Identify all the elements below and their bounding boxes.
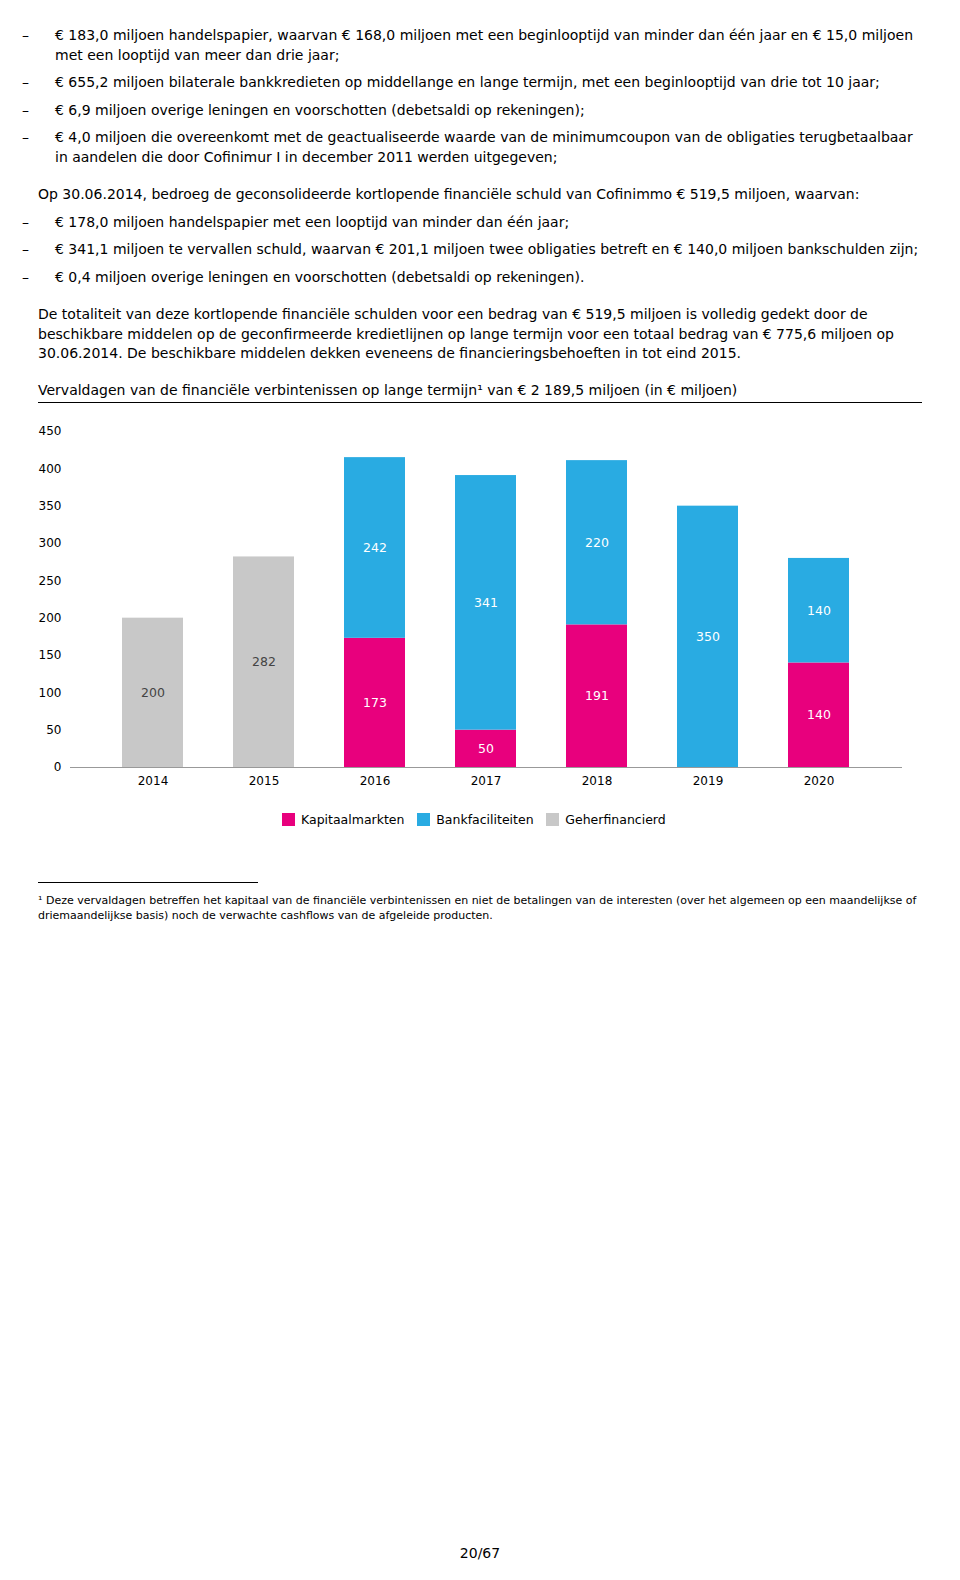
svg-text:140: 140 bbox=[807, 602, 831, 617]
svg-text:2017: 2017 bbox=[471, 774, 502, 788]
svg-text:2018: 2018 bbox=[582, 774, 613, 788]
html-text:€ 6,9 miljoen overige leningen: € 6,9 miljoen overige leningen en voorsc… bbox=[55, 101, 585, 118]
svg-text:2020: 2020 bbox=[804, 774, 835, 788]
svg-text:191: 191 bbox=[585, 688, 609, 703]
svg-text:173: 173 bbox=[363, 694, 387, 709]
svg-text:450: 450 bbox=[39, 424, 62, 438]
html-text:20/67: 20/67 bbox=[459, 1545, 501, 1561]
svg-text:250: 250 bbox=[39, 573, 62, 587]
svg-text:220: 220 bbox=[585, 534, 609, 549]
svg-text:282: 282 bbox=[252, 654, 276, 669]
svg-text:50: 50 bbox=[478, 740, 494, 755]
svg-text:200: 200 bbox=[141, 684, 165, 699]
html-text:€ 341,1 miljoen te vervallen s: € 341,1 miljoen te vervallen schuld, waa… bbox=[55, 241, 919, 257]
html-text:€ 178,0 miljoen handelspapier: € 178,0 miljoen handelspapier met een lo… bbox=[55, 213, 570, 230]
svg-text:140: 140 bbox=[807, 707, 831, 722]
svg-text:0: 0 bbox=[54, 760, 62, 774]
svg-text:300: 300 bbox=[39, 536, 62, 550]
svg-text:400: 400 bbox=[39, 461, 62, 475]
svg-text:2014: 2014 bbox=[138, 774, 169, 788]
html-text:€ 655,2 miljoen bilaterale ban: € 655,2 miljoen bilaterale bankkredieten… bbox=[55, 74, 880, 90]
html-text:€ 183,0 miljoen handelspapier,: € 183,0 miljoen handelspapier, waarvan €… bbox=[55, 27, 913, 63]
html-text:Kapitaalmarkten: Kapitaalmarkten bbox=[301, 811, 405, 827]
svg-text:350: 350 bbox=[39, 499, 62, 513]
svg-text:150: 150 bbox=[39, 648, 62, 662]
html-text:€ 0,4 miljoen overige leningen: € 0,4 miljoen overige leningen en voorsc… bbox=[55, 268, 585, 285]
html-text:Geherfinancierd: Geherfinancierd bbox=[565, 811, 666, 827]
svg-text:341: 341 bbox=[474, 594, 498, 609]
svg-text:2016: 2016 bbox=[360, 774, 391, 788]
svg-text:350: 350 bbox=[696, 628, 720, 643]
html-text:Bankfaciliteiten: Bankfaciliteiten bbox=[436, 811, 534, 827]
svg-text:2015: 2015 bbox=[249, 774, 280, 788]
svg-text:200: 200 bbox=[39, 611, 62, 625]
html-text:Vervaldagen van de financiële: Vervaldagen van de financiële verbinteni… bbox=[38, 381, 738, 398]
html-text:Op 30.06.2014, bedroeg de geco: Op 30.06.2014, bedroeg de geconsolideerd… bbox=[38, 186, 860, 202]
svg-text:2019: 2019 bbox=[693, 774, 724, 788]
svg-text:242: 242 bbox=[363, 539, 387, 554]
html-text:¹ Deze vervaldagen betreffen h: ¹ Deze vervaldagen betreffen het kapitaa… bbox=[38, 893, 917, 922]
html-text:De totaliteit van deze kortlop: De totaliteit van deze kortlopende finan… bbox=[38, 306, 894, 361]
html-text:€ 4,0 miljoen die overeenkomt: € 4,0 miljoen die overeenkomt met de gea… bbox=[55, 129, 913, 165]
svg-text:50: 50 bbox=[46, 723, 61, 737]
svg-text:100: 100 bbox=[39, 685, 62, 699]
